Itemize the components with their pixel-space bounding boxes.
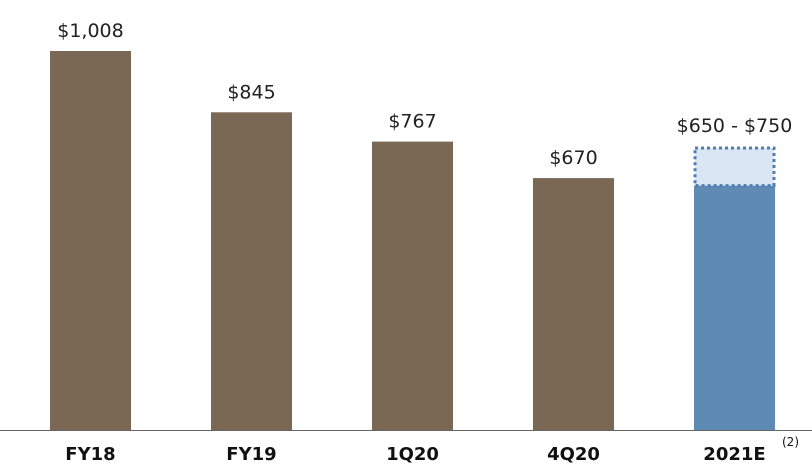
- footnote-marker: (2): [782, 435, 799, 449]
- bar-fy19: [211, 112, 292, 430]
- bar-2021e-range: [693, 146, 776, 188]
- bar-4q20: [533, 178, 614, 430]
- value-labels-group: $1,008 $845 $767 $670 $650 - $750: [57, 20, 792, 169]
- x-tick-label-4q20: 4Q20: [547, 444, 600, 465]
- bars-group: [50, 51, 776, 431]
- bar-2021e: [694, 185, 775, 430]
- value-label-fy18: $1,008: [57, 20, 123, 42]
- bar-fy18: [50, 51, 131, 430]
- x-tick-label-fy19: FY19: [226, 444, 276, 465]
- x-tick-label-fy18: FY18: [65, 444, 115, 465]
- value-label-1q20: $767: [388, 111, 436, 133]
- x-tick-labels-group: FY18 FY19 1Q20 4Q20 2021E: [65, 444, 765, 465]
- x-tick-label-1q20: 1Q20: [386, 444, 439, 465]
- x-tick-label-2021e: 2021E: [703, 444, 765, 465]
- bar-1q20: [372, 141, 453, 431]
- value-label-2021e: $650 - $750: [677, 115, 793, 137]
- value-label-fy19: $845: [227, 81, 275, 103]
- value-label-4q20: $670: [549, 147, 597, 169]
